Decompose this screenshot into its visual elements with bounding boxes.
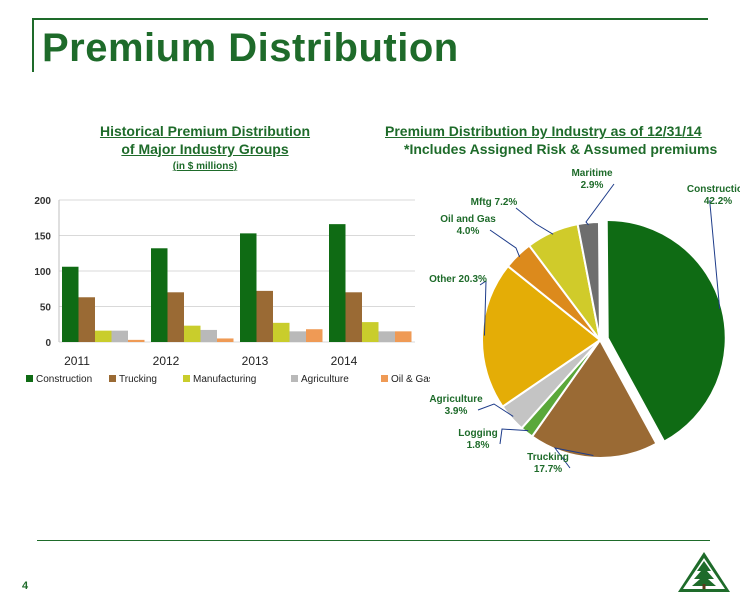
bar-chart-title-line2: of Major Industry Groups: [121, 141, 289, 157]
bottom-rule: [37, 540, 710, 541]
legend-swatch: [381, 375, 388, 382]
bar-construction-2014: [329, 224, 346, 342]
x-tick-label: 2011: [64, 354, 90, 368]
pine-tree-logo: [678, 552, 730, 592]
bar-agriculture-2011: [111, 330, 128, 342]
pie-chart-subtitle: *Includes Assigned Risk & Assumed premiu…: [404, 141, 718, 157]
legend-swatch: [26, 375, 33, 382]
pie-label: Mftg 7.2%: [471, 197, 518, 208]
bar-construction-2011: [62, 266, 79, 342]
bar-manufacturing-2012: [184, 325, 201, 342]
pie-chart-title: Premium Distribution by Industry as of 1…: [385, 123, 702, 139]
bar-construction-2012: [151, 248, 168, 342]
x-tick-label: 2012: [153, 354, 180, 368]
pie-label-name: Maritime: [571, 168, 613, 179]
bar-oil-gas-2012: [217, 338, 234, 342]
pie-leader-line: [515, 207, 554, 235]
bar-trucking-2014: [345, 292, 362, 342]
pie-slice-construction: [605, 218, 727, 443]
y-tick-label: 100: [34, 267, 51, 278]
pie-slice-trucking: [530, 338, 658, 459]
y-tick-label: 50: [40, 303, 52, 314]
bar-manufacturing-2014: [362, 322, 379, 342]
pie-leader-line: [489, 229, 521, 258]
pie-label-name: Agriculture: [429, 394, 483, 405]
bar-oil-gas-2011: [128, 339, 145, 342]
page-title: Premium Distribution: [42, 26, 459, 70]
bar-oil-gas-2014: [395, 331, 412, 342]
y-tick-label: 0: [45, 338, 51, 349]
pie-leader-line: [477, 403, 514, 417]
pie-label-pct: 42.2%: [704, 196, 732, 207]
pie-label-pct: 1.8%: [467, 440, 490, 451]
bar-chart: 0 50 100 150 200 2011 2012 2013 2014 Construction…: [26, 196, 430, 385]
legend-swatch: [109, 375, 116, 382]
y-tick-label: 150: [34, 232, 51, 243]
x-tick-label: 2014: [331, 354, 358, 368]
pie-leader-line: [479, 280, 487, 336]
pie-label-name: Construction: [687, 184, 740, 195]
pie-label-name: Logging: [458, 428, 497, 439]
bar-oil-gas-2013: [306, 329, 323, 342]
bar-chart-title-line1: Historical Premium Distribution: [99, 123, 311, 139]
legend-swatch: [183, 375, 190, 382]
bar-manufacturing-2011: [95, 330, 112, 342]
bar-agriculture-2012: [200, 329, 217, 342]
top-rule: [32, 18, 708, 20]
bar-trucking-2013: [256, 290, 273, 342]
x-tick-label: 2013: [242, 354, 269, 368]
legend-label: Trucking: [119, 374, 157, 385]
bar-manufacturing-2013: [273, 322, 290, 342]
pie-label-pct: 3.9%: [445, 406, 468, 417]
pie-label-pct: 17.7%: [534, 464, 562, 475]
title-accent-bar: [32, 20, 34, 72]
pie-label-name: Oil and Gas: [440, 214, 496, 225]
pie-slice-other: [481, 264, 602, 408]
y-tick-label: 200: [34, 196, 51, 207]
legend-label: Agriculture: [301, 374, 349, 385]
bar-trucking-2012: [167, 292, 184, 342]
pie-label: Other 20.3%: [429, 274, 487, 285]
legend-label: Construction: [36, 374, 92, 385]
bar-agriculture-2013: [289, 331, 306, 342]
pie-leader-line: [499, 428, 529, 445]
pie-label-pct: 4.0%: [457, 226, 480, 237]
legend-label: Oil & Gas: [391, 374, 430, 385]
bar-chart-subtitle: (in $ millions): [172, 161, 238, 172]
pie-label-name: Trucking: [527, 452, 569, 463]
legend-label: Manufacturing: [193, 374, 256, 385]
page-number: 4: [22, 580, 29, 592]
legend-swatch: [291, 375, 298, 382]
pie-leader-line: [553, 447, 594, 469]
pie-slice-maritime: [576, 220, 601, 341]
pie-leader-line: [709, 200, 721, 310]
bar-trucking-2011: [78, 297, 95, 342]
pie-leader-line: [585, 183, 615, 226]
pie-label-pct: 2.9%: [581, 180, 604, 191]
bar-agriculture-2014: [378, 331, 395, 342]
bar-construction-2013: [240, 233, 257, 342]
